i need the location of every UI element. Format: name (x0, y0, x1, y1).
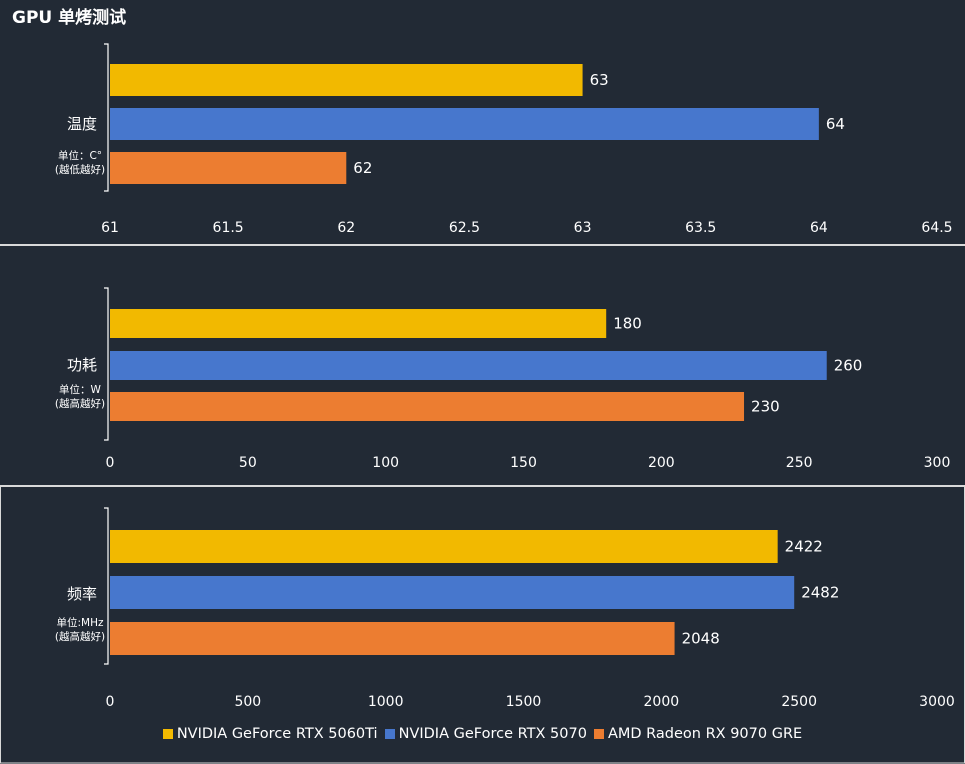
data-label: 230 (751, 398, 780, 416)
legend-label: AMD Radeon RX 9070 GRE (607, 726, 803, 742)
x-tick-label: 1500 (506, 694, 542, 710)
legend-item: NVIDIA GeForce RTX 5070 (384, 726, 587, 742)
x-tick-label: 2500 (781, 694, 817, 710)
unit-label: 单位：C° (58, 149, 102, 162)
legend-swatch (384, 729, 395, 739)
x-tick-label: 2000 (644, 694, 680, 710)
unit-label: (越高越好) (55, 630, 105, 643)
data-label: 260 (834, 357, 863, 375)
legend-swatch (593, 729, 604, 739)
x-tick-label: 61.5 (213, 220, 244, 236)
category-label: 频率 (67, 585, 97, 603)
x-tick-label: 50 (239, 455, 257, 471)
legend-item: AMD Radeon RX 9070 GRE (593, 726, 803, 742)
bar (110, 351, 827, 380)
legend-label: NVIDIA GeForce RTX 5060Ti (176, 726, 378, 742)
data-label: 2048 (682, 630, 720, 648)
x-tick-label: 62 (337, 220, 355, 236)
x-tick-label: 3000 (919, 694, 955, 710)
x-tick-label: 64 (810, 220, 828, 236)
unit-label: (越高越好) (55, 397, 105, 410)
data-label: 2422 (785, 538, 823, 556)
x-tick-label: 250 (786, 455, 813, 471)
bar (110, 309, 607, 338)
data-label: 62 (353, 159, 372, 177)
bar (110, 530, 778, 563)
x-tick-label: 300 (924, 455, 951, 471)
x-tick-label: 63 (574, 220, 592, 236)
x-tick-label: 500 (234, 694, 261, 710)
x-tick-label: 200 (648, 455, 675, 471)
x-tick-label: 1000 (368, 694, 404, 710)
bar (110, 392, 745, 421)
unit-label: 单位:MHz (56, 616, 103, 629)
bar (110, 152, 347, 184)
x-tick-label: 0 (106, 455, 115, 471)
legend-swatch (162, 729, 173, 739)
data-label: 64 (826, 115, 845, 133)
x-tick-label: 150 (510, 455, 537, 471)
bar (110, 622, 675, 655)
bar (110, 64, 583, 96)
chart-title: GPU 单烤测试 (12, 7, 126, 28)
category-axis-bracket (104, 287, 109, 441)
data-label: 2482 (801, 584, 839, 602)
unit-label: (越低越好) (55, 163, 105, 176)
unit-label: 单位：W (59, 383, 101, 396)
category-label: 功耗 (67, 356, 97, 374)
legend: NVIDIA GeForce RTX 5060Ti NVIDIA GeForce… (0, 726, 965, 742)
data-label: 63 (590, 71, 609, 89)
x-tick-label: 64.5 (921, 220, 952, 236)
bar (110, 108, 819, 140)
legend-item: NVIDIA GeForce RTX 5060Ti (162, 726, 378, 742)
x-tick-label: 63.5 (685, 220, 716, 236)
category-label: 温度 (67, 115, 97, 133)
x-tick-label: 61 (101, 220, 119, 236)
category-axis-bracket (104, 507, 109, 665)
x-tick-label: 62.5 (449, 220, 480, 236)
bar (110, 576, 795, 609)
x-tick-label: 0 (106, 694, 115, 710)
legend-label: NVIDIA GeForce RTX 5070 (398, 726, 587, 742)
category-axis-bracket (104, 43, 109, 192)
x-tick-label: 100 (372, 455, 399, 471)
data-label: 180 (613, 315, 642, 333)
